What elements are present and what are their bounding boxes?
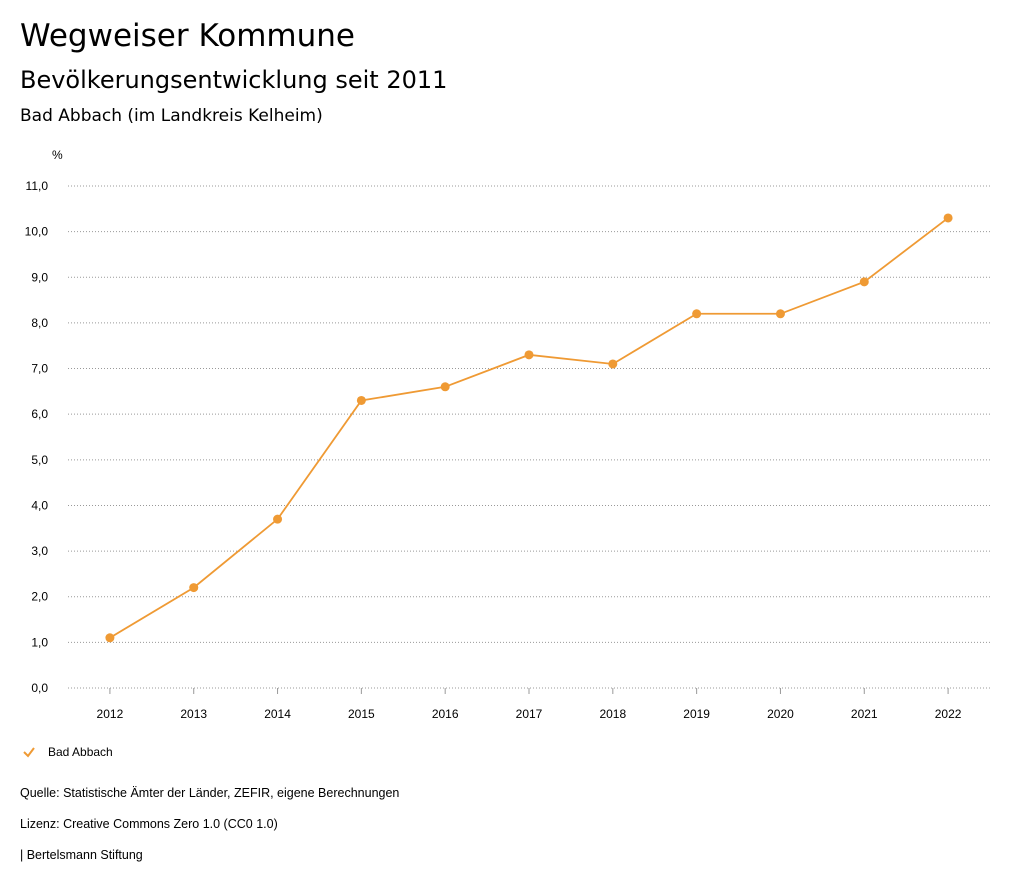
data-point bbox=[859, 277, 869, 287]
x-tick-label: 2014 bbox=[264, 707, 291, 721]
data-point bbox=[189, 583, 199, 593]
data-point bbox=[943, 213, 953, 223]
y-tick-label: 9,0 bbox=[31, 270, 48, 284]
x-tick-label: 2013 bbox=[180, 707, 207, 721]
y-tick-label: 6,0 bbox=[31, 407, 48, 421]
x-tick-label: 2017 bbox=[516, 707, 543, 721]
x-tick-label: 2019 bbox=[683, 707, 710, 721]
app-title: Wegweiser Kommune bbox=[20, 18, 355, 54]
y-tick-label: 11,0 bbox=[26, 179, 49, 193]
check-icon bbox=[23, 747, 35, 758]
x-tick-label: 2018 bbox=[599, 707, 626, 721]
y-tick-label: 3,0 bbox=[31, 544, 48, 558]
y-tick-label: 7,0 bbox=[31, 362, 48, 376]
data-point bbox=[524, 350, 534, 360]
y-tick-label: 10,0 bbox=[25, 225, 49, 239]
data-point bbox=[608, 359, 618, 369]
x-tick-label: 2021 bbox=[851, 707, 878, 721]
data-point bbox=[105, 633, 115, 643]
y-tick-label: 0,0 bbox=[31, 681, 48, 695]
data-point bbox=[775, 309, 785, 319]
x-tick-label: 2022 bbox=[935, 707, 962, 721]
data-point bbox=[440, 382, 450, 392]
publisher-text: | Bertelsmann Stiftung bbox=[20, 848, 143, 862]
legend-item[interactable]: Bad Abbach bbox=[22, 745, 113, 759]
chart-title: Bevölkerungsentwicklung seit 2011 bbox=[20, 66, 448, 94]
x-tick-label: 2015 bbox=[348, 707, 375, 721]
y-tick-label: 1,0 bbox=[31, 635, 48, 649]
y-tick-label: 4,0 bbox=[31, 498, 48, 512]
license-text: Lizenz: Creative Commons Zero 1.0 (CC0 1… bbox=[20, 817, 278, 831]
source-text: Quelle: Statistische Ämter der Länder, Z… bbox=[20, 786, 400, 800]
y-tick-label: 2,0 bbox=[31, 590, 48, 604]
legend-label: Bad Abbach bbox=[48, 745, 113, 759]
line-chart: % 0,0 1,0 2,0 3,0 4,0 5,0 6,0 7,0 8,0 9,0 10,0 11,0 2… bbox=[25, 148, 990, 721]
chart-subtitle: Bad Abbach (im Landkreis Kelheim) bbox=[20, 106, 323, 126]
series-line bbox=[109, 217, 949, 639]
x-tick-label: 2020 bbox=[767, 707, 794, 721]
data-point bbox=[356, 395, 366, 405]
y-tick-label: 5,0 bbox=[31, 453, 48, 467]
y-axis-label: % bbox=[52, 148, 63, 162]
data-point bbox=[692, 309, 702, 319]
data-point bbox=[273, 514, 283, 524]
y-tick-label: 8,0 bbox=[31, 316, 48, 330]
x-tick-label: 2016 bbox=[432, 707, 459, 721]
x-tick-label: 2012 bbox=[97, 707, 124, 721]
